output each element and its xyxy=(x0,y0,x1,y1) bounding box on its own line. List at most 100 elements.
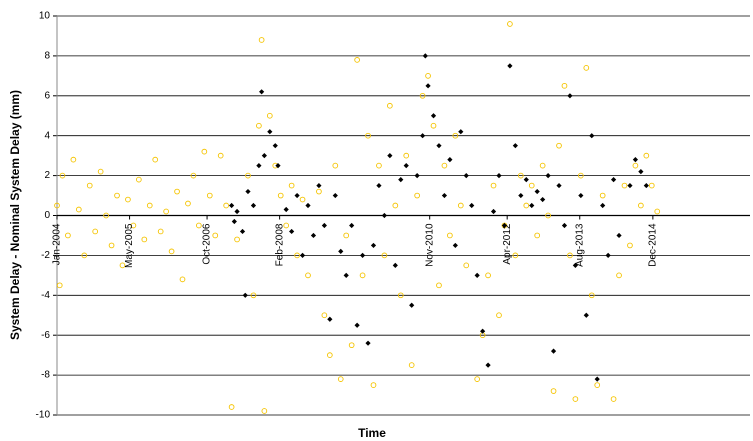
point xyxy=(242,292,248,298)
point xyxy=(338,248,344,255)
point xyxy=(419,133,426,139)
point xyxy=(572,262,578,268)
x-tick-label: Aug-2013 xyxy=(574,223,585,267)
point xyxy=(256,122,262,129)
point xyxy=(643,152,650,159)
point xyxy=(272,143,278,149)
point xyxy=(605,252,611,258)
point xyxy=(616,232,622,239)
point xyxy=(594,382,601,388)
point xyxy=(457,202,464,209)
point xyxy=(59,172,66,179)
point xyxy=(231,218,237,225)
y-tick-label: -10 xyxy=(36,410,51,421)
point xyxy=(414,173,420,179)
point xyxy=(408,362,415,368)
point xyxy=(305,272,311,279)
point xyxy=(288,182,295,189)
point xyxy=(245,188,251,195)
point xyxy=(196,222,202,229)
point xyxy=(229,202,235,209)
point xyxy=(496,312,502,319)
point xyxy=(75,206,82,213)
point xyxy=(283,222,290,229)
point xyxy=(163,208,169,215)
point xyxy=(70,156,77,163)
y-tick-label: -6 xyxy=(41,330,50,341)
point xyxy=(256,163,262,169)
point xyxy=(441,192,448,199)
point xyxy=(294,192,300,199)
point xyxy=(436,143,442,149)
point xyxy=(152,156,159,163)
point xyxy=(594,376,600,382)
point xyxy=(632,157,639,163)
y-tick-label: 0 xyxy=(44,210,50,221)
point xyxy=(474,376,481,382)
point xyxy=(119,262,126,269)
point xyxy=(343,272,349,278)
y-tick-label: 8 xyxy=(44,51,50,62)
point xyxy=(567,93,573,99)
point xyxy=(474,272,480,278)
point xyxy=(283,206,289,213)
point xyxy=(261,153,267,159)
point xyxy=(103,212,109,219)
point xyxy=(136,176,142,183)
point xyxy=(463,173,469,179)
point xyxy=(130,222,137,229)
y-tick-label: 6 xyxy=(44,90,50,101)
point xyxy=(403,163,409,169)
point xyxy=(92,228,99,235)
point xyxy=(523,176,529,183)
point xyxy=(349,222,355,229)
series xyxy=(229,53,649,382)
point xyxy=(583,312,589,318)
point xyxy=(316,188,322,195)
point xyxy=(490,182,497,189)
point xyxy=(528,182,535,189)
point xyxy=(179,276,186,283)
point xyxy=(578,192,584,199)
point xyxy=(206,192,213,199)
point xyxy=(469,202,475,209)
point xyxy=(409,302,415,308)
point xyxy=(458,129,464,135)
point xyxy=(588,292,595,299)
point xyxy=(485,362,491,368)
point xyxy=(425,72,431,79)
point xyxy=(217,152,224,159)
point xyxy=(534,188,540,195)
point xyxy=(550,348,557,354)
point xyxy=(97,168,104,175)
point xyxy=(572,396,579,402)
point xyxy=(316,182,322,189)
point xyxy=(239,228,246,235)
point xyxy=(275,163,281,169)
point xyxy=(627,242,633,249)
point xyxy=(567,252,573,259)
point xyxy=(337,376,344,382)
point xyxy=(258,37,265,43)
point xyxy=(266,112,273,119)
point xyxy=(376,162,382,169)
point xyxy=(648,182,655,189)
point xyxy=(190,172,197,179)
point xyxy=(250,202,257,209)
point xyxy=(539,162,546,169)
point xyxy=(419,92,426,99)
point xyxy=(422,53,428,59)
point xyxy=(583,65,590,71)
point xyxy=(86,182,93,189)
point xyxy=(517,172,524,179)
point xyxy=(561,82,568,89)
point xyxy=(610,176,617,183)
point xyxy=(430,113,437,119)
point xyxy=(212,232,219,239)
point xyxy=(332,192,338,199)
point xyxy=(321,222,327,229)
point xyxy=(430,122,437,129)
point xyxy=(512,143,518,149)
point xyxy=(327,316,333,322)
point xyxy=(370,242,377,249)
